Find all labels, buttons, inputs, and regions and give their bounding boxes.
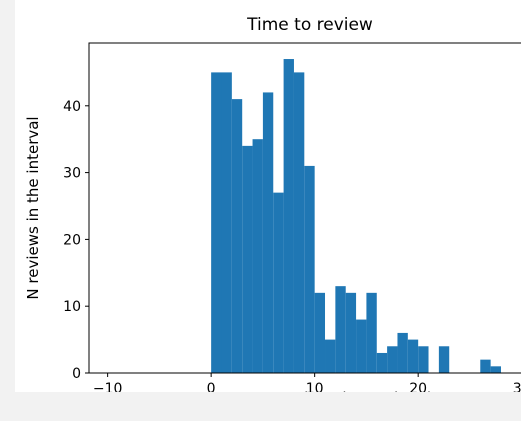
bar [221,72,232,374]
y-tick-label: 40 [63,99,81,115]
bar [242,145,253,373]
bar [304,165,315,373]
bar [345,292,357,373]
chart-title: Time to review [246,15,373,35]
bar [273,192,284,373]
bottom-strip [0,392,521,421]
y-axis-label: N reviews in the interval [24,116,42,299]
bar [211,72,222,374]
y-tick-label: 30 [63,166,81,182]
bar [262,92,274,373]
bar [356,319,367,373]
bar [376,352,388,373]
bar [407,339,419,373]
bar [418,346,429,373]
bar [314,292,326,373]
left-strip [0,0,15,421]
bar [438,346,450,373]
y-tick-label: 10 [63,299,81,315]
bar [325,339,336,373]
y-tick-label: 0 [72,366,81,382]
bar [293,72,305,374]
bar [231,99,243,374]
axes-frame [88,42,521,374]
y-tick-label: 20 [63,232,81,248]
x-tick-label: 0 [207,381,216,397]
bar [480,359,491,373]
x-tick-label: 30 [513,381,521,397]
bar [366,292,377,373]
bar [397,332,408,373]
bar [387,346,398,373]
bar [335,286,346,373]
bar [283,59,294,374]
bar [252,139,263,373]
bar [490,366,501,373]
